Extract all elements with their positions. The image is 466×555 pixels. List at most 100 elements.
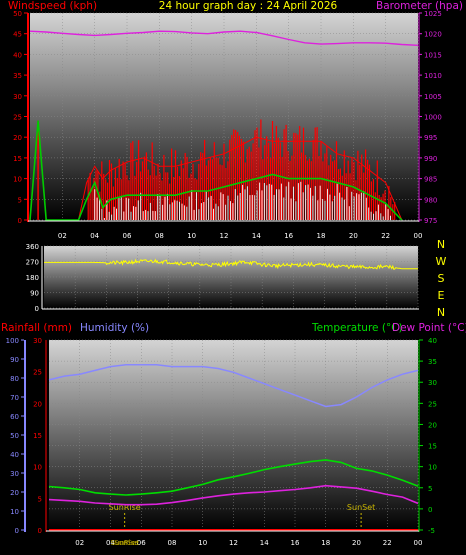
sunrise-bottom-label: SunRise bbox=[111, 539, 139, 547]
humidity-tick-label: 30 bbox=[10, 470, 19, 478]
dewpoint-line bbox=[48, 484, 419, 506]
wind-x-tick-label: 18 bbox=[317, 232, 326, 240]
rain-tick-label: 15 bbox=[33, 432, 42, 440]
compass-label: N bbox=[437, 238, 445, 251]
barometer-tick-label: 1015 bbox=[424, 51, 442, 59]
temp-x-tick-label: 12 bbox=[229, 539, 238, 547]
direction-plot-grid bbox=[44, 245, 419, 309]
wind-x-tick-label: 06 bbox=[123, 232, 132, 240]
humidity-tick-label: 90 bbox=[10, 356, 19, 364]
barometer-line bbox=[29, 30, 419, 46]
temp-tick-label: 40 bbox=[428, 337, 437, 345]
humidity-tick-label: 40 bbox=[10, 451, 19, 459]
temp-tick-label: -5 bbox=[428, 527, 435, 535]
wind-series bbox=[29, 30, 419, 221]
direction-tick-label: 270 bbox=[26, 259, 39, 267]
temp-x-tick-label: 20 bbox=[352, 539, 361, 547]
temp-tick-label: 20 bbox=[428, 421, 437, 429]
humidity-line bbox=[48, 363, 419, 408]
windspeed-tick-label: 25 bbox=[13, 114, 22, 122]
windspeed-axis-label: Windspeed (kph) bbox=[8, 0, 97, 12]
compass-label: N bbox=[437, 306, 445, 319]
humidity-tick-label: 10 bbox=[10, 508, 19, 516]
wind-axes: 0510152025303540455097598098599099510001… bbox=[13, 10, 442, 240]
temp-x-tick-label: 22 bbox=[383, 539, 392, 547]
sunset-bottom-label: SunSet bbox=[114, 539, 139, 547]
barometer-tick-label: 985 bbox=[424, 176, 437, 184]
sun-marker-label: SunRise bbox=[109, 503, 141, 512]
direction-series bbox=[44, 258, 418, 270]
humidity-tick-label: 60 bbox=[10, 413, 19, 421]
barometer-tick-label: 1010 bbox=[424, 72, 442, 80]
compass-label: E bbox=[438, 289, 445, 302]
windspeed-tick-label: 10 bbox=[13, 176, 22, 184]
barometer-tick-label: 1020 bbox=[424, 31, 442, 39]
barometer-tick-label: 1000 bbox=[424, 114, 442, 122]
temp-x-tick-label: 00 bbox=[414, 539, 423, 547]
humidity-tick-label: 80 bbox=[10, 375, 19, 383]
humidity-label: Humidity (%) bbox=[80, 322, 149, 334]
temperature-label: Temperature (°C) bbox=[311, 322, 403, 334]
direction-axes: 0 90 180 270 360 bbox=[26, 243, 419, 313]
temperature-line bbox=[48, 459, 419, 496]
compass-label: S bbox=[438, 272, 445, 285]
humidity-tick-label: 70 bbox=[10, 394, 19, 402]
wind-x-tick-label: 12 bbox=[220, 232, 229, 240]
wind-x-tick-label: 20 bbox=[349, 232, 358, 240]
temp-panel-labels: Rainfall (mm) Humidity (%) Temperature (°C… bbox=[1, 322, 466, 334]
direction-tick-label: 360 bbox=[26, 243, 39, 251]
windspeed-tick-label: 35 bbox=[13, 72, 22, 80]
windspeed-tick-label: 40 bbox=[13, 51, 22, 59]
windspeed-tick-label: 50 bbox=[13, 10, 22, 18]
barometer-axis-label: Barometer (hpa) bbox=[376, 0, 463, 12]
direction-tick-label: 180 bbox=[26, 274, 39, 282]
windspeed-tick-label: 45 bbox=[13, 31, 22, 39]
wind-x-tick-label: 04 bbox=[90, 232, 99, 240]
temp-x-tick-label: 16 bbox=[291, 539, 300, 547]
temp-tick-label: 35 bbox=[428, 358, 437, 366]
rain-tick-label: 0 bbox=[38, 527, 42, 535]
sun-marker-label: SunSet bbox=[347, 503, 375, 512]
wind-x-tick-label: 02 bbox=[58, 232, 67, 240]
windspeed-tick-label: 30 bbox=[13, 93, 22, 101]
barometer-tick-label: 995 bbox=[424, 134, 437, 142]
dewpoint-label: Dew Point (°C) bbox=[392, 322, 466, 334]
temp-x-tick-label: 18 bbox=[321, 539, 330, 547]
temp-x-tick-label: 06 bbox=[137, 539, 146, 547]
barometer-tick-label: 1025 bbox=[424, 10, 442, 18]
wind-x-tick-label: 08 bbox=[155, 232, 164, 240]
barometer-tick-label: 975 bbox=[424, 217, 437, 225]
temp-axes: 0102030405060708090100051015202530-50510… bbox=[6, 337, 437, 547]
wind-x-tick-label: 22 bbox=[381, 232, 390, 240]
wind-direction-line bbox=[44, 258, 418, 270]
rain-tick-label: 20 bbox=[33, 400, 42, 408]
direction-tick-label: 0 bbox=[35, 305, 39, 313]
direction-tick-label: 90 bbox=[30, 290, 39, 298]
temp-tick-label: 30 bbox=[428, 379, 437, 387]
humidity-tick-label: 50 bbox=[10, 432, 19, 440]
humidity-tick-label: 100 bbox=[6, 337, 19, 345]
rainfall-label: Rainfall (mm) bbox=[1, 322, 72, 334]
wind-x-tick-label: 10 bbox=[187, 232, 196, 240]
chart-title: 24 hour graph day : 24 April 2026 bbox=[159, 0, 338, 12]
wind-x-tick-label: 00 bbox=[414, 232, 423, 240]
windspeed-tick-label: 20 bbox=[13, 134, 22, 142]
rain-tick-label: 5 bbox=[38, 495, 42, 503]
windspeed-tick-label: 15 bbox=[13, 155, 22, 163]
temp-series: SunRise SunSet bbox=[48, 363, 419, 531]
temp-tick-label: 5 bbox=[428, 485, 432, 493]
temp-tick-label: 10 bbox=[428, 464, 437, 472]
temp-tick-label: 0 bbox=[428, 506, 432, 514]
wind-x-tick-label: 14 bbox=[252, 232, 261, 240]
temp-x-tick-label: 14 bbox=[260, 539, 269, 547]
wind-gust-line bbox=[29, 120, 403, 221]
barometer-tick-label: 1005 bbox=[424, 93, 442, 101]
windspeed-tick-label: 0 bbox=[18, 217, 22, 225]
rain-tick-label: 10 bbox=[33, 464, 42, 472]
temp-x-tick-label: 02 bbox=[75, 539, 84, 547]
barometer-tick-label: 980 bbox=[424, 196, 437, 204]
windspeed-tick-label: 5 bbox=[18, 196, 22, 204]
temp-x-tick-label: 08 bbox=[168, 539, 177, 547]
